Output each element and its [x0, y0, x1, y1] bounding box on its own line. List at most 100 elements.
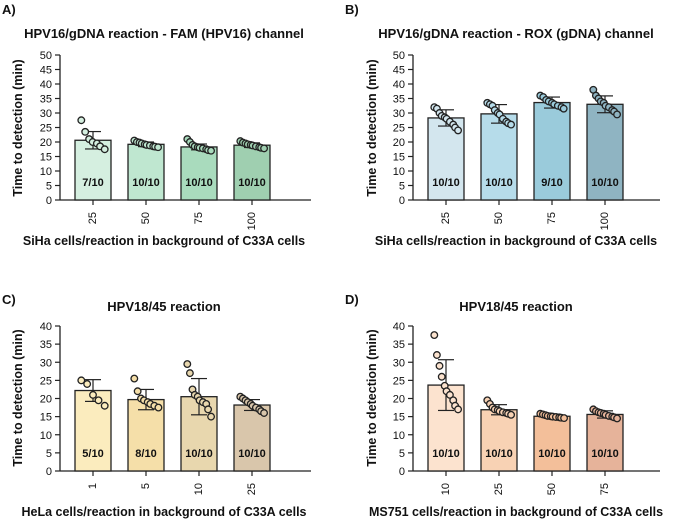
y-tick-label: 20: [393, 394, 405, 406]
y-tick-label: 40: [40, 321, 52, 333]
data-point: [77, 116, 86, 125]
y-tick-label: 10: [393, 430, 405, 442]
y-axis-label: Time to detection (min): [11, 329, 25, 466]
y-tick-label: 35: [40, 94, 52, 106]
data-point: [154, 143, 163, 152]
panel-label: B): [345, 2, 359, 17]
data-point: [130, 374, 139, 383]
x-tick-label: 25: [246, 483, 258, 495]
data-point: [507, 120, 516, 129]
x-tick-label: 25: [87, 212, 99, 224]
y-tick-label: 10: [393, 166, 405, 178]
y-tick-label: 0: [46, 195, 52, 207]
y-tick-label: 5: [399, 181, 405, 193]
bar-50: [480, 113, 518, 201]
x-tick-label: 10: [193, 483, 205, 495]
chart-title: HPV18/45 reaction: [107, 299, 221, 314]
y-tick-label: 15: [393, 152, 405, 164]
x-tick-label: 75: [599, 483, 611, 495]
y-tick-label: 25: [40, 375, 52, 387]
y-tick-label: 10: [40, 166, 52, 178]
panel-label: A): [2, 2, 16, 17]
fraction-label: 10/10: [185, 177, 213, 189]
y-tick-label: 40: [393, 321, 405, 333]
data-point: [559, 104, 568, 113]
fraction-label: 8/10: [135, 448, 156, 460]
y-tick-label: 35: [393, 94, 405, 106]
y-axis-label: Time to detection (min): [11, 59, 25, 196]
data-point: [204, 405, 213, 414]
data-point: [454, 405, 463, 414]
x-axis-label: MS751 cells/reaction in background of C3…: [369, 505, 663, 519]
fraction-label: 9/10: [541, 177, 562, 189]
x-tick-label: 25: [493, 483, 505, 495]
panel-label: C): [2, 292, 16, 307]
fraction-label: 10/10: [238, 177, 266, 189]
x-tick-label: 1: [87, 483, 99, 489]
y-tick-label: 15: [40, 152, 52, 164]
x-tick-label: 5: [140, 483, 152, 489]
y-tick-label: 10: [40, 430, 52, 442]
bar-100: [586, 103, 624, 201]
y-tick-label: 0: [399, 466, 405, 478]
fraction-label: 10/10: [485, 448, 513, 460]
y-tick-label: 35: [393, 339, 405, 351]
fraction-label: 10/10: [538, 448, 566, 460]
data-point: [260, 144, 269, 153]
y-tick-label: 30: [393, 108, 405, 120]
data-point: [207, 146, 216, 155]
x-tick-label: 100: [246, 212, 258, 230]
y-axis-label: Time to detection (min): [365, 329, 379, 466]
y-tick-label: 20: [40, 137, 52, 149]
panel-label: D): [345, 292, 359, 307]
data-point: [81, 127, 90, 136]
x-tick-label: 75: [546, 212, 558, 224]
y-tick-label: 25: [40, 123, 52, 135]
y-tick-label: 50: [40, 50, 52, 62]
y-tick-label: 35: [40, 339, 52, 351]
data-point: [207, 412, 216, 421]
data-point: [560, 414, 569, 423]
y-tick-label: 50: [393, 50, 405, 62]
x-axis-label: HeLa cells/reaction in background of C33…: [21, 505, 306, 519]
y-tick-label: 5: [46, 448, 52, 460]
data-point: [435, 361, 444, 370]
y-tick-label: 30: [393, 357, 405, 369]
panel-2: B) HPV16/gDNA reaction - ROX (gDNA) chann…: [345, 2, 660, 248]
data-point: [613, 414, 622, 423]
data-point: [183, 360, 192, 369]
data-point: [260, 409, 269, 417]
bar-75: [586, 413, 624, 472]
fraction-label: 7/10: [82, 177, 103, 189]
y-tick-label: 20: [393, 137, 405, 149]
y-tick-label: 40: [393, 79, 405, 91]
data-point: [133, 387, 142, 396]
y-tick-label: 0: [46, 466, 52, 478]
fraction-label: 10/10: [185, 448, 213, 460]
data-point: [507, 410, 516, 419]
data-point: [100, 145, 109, 154]
data-point: [83, 380, 92, 388]
data-point: [89, 390, 97, 399]
y-tick-label: 15: [393, 412, 405, 424]
y-tick-label: 30: [40, 357, 52, 369]
data-point: [432, 351, 441, 359]
y-tick-label: 25: [393, 375, 405, 387]
y-tick-label: 20: [40, 394, 52, 406]
y-tick-label: 30: [40, 108, 52, 120]
panel-4: D) HPV18/45 reaction MS751 cells/reaction …: [345, 292, 663, 519]
bar-75: [180, 146, 218, 201]
x-tick-label: 25: [440, 212, 452, 224]
fraction-label: 10/10: [432, 177, 460, 189]
y-tick-label: 45: [393, 65, 405, 77]
x-tick-label: 75: [193, 212, 205, 224]
data-point: [437, 372, 446, 381]
x-tick-label: 50: [140, 212, 152, 224]
data-point: [613, 110, 622, 119]
data-point: [454, 126, 463, 135]
y-tick-label: 5: [399, 448, 405, 460]
bar-25: [480, 409, 518, 472]
panel-1: A) HPV16/gDNA reaction - FAM (HPV16) chan…: [2, 2, 311, 248]
y-tick-label: 25: [393, 123, 405, 135]
chart-title: HPV16/gDNA reaction - ROX (gDNA) channel: [378, 26, 653, 41]
